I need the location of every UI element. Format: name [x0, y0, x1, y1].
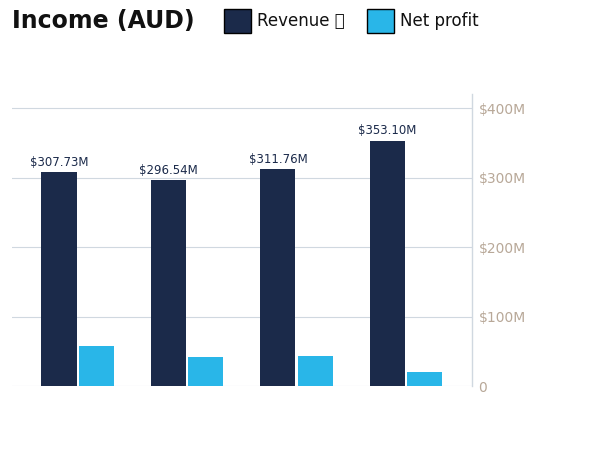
Bar	[42, 172, 76, 386]
Bar	[297, 357, 333, 386]
Text: $307.73M: $307.73M	[30, 156, 88, 169]
Text: Income (AUD): Income (AUD)	[12, 9, 195, 33]
Text: $311.76M: $311.76M	[248, 153, 307, 166]
Bar	[188, 357, 223, 386]
Bar	[79, 346, 113, 386]
Text: $353.10M: $353.10M	[358, 124, 417, 137]
Bar	[151, 180, 186, 386]
Text: Revenue ⓘ: Revenue ⓘ	[257, 12, 344, 30]
Text: Net profit: Net profit	[400, 12, 479, 30]
Bar	[407, 372, 442, 386]
Bar	[370, 141, 405, 386]
Text: $296.54M: $296.54M	[139, 163, 198, 177]
Bar	[260, 170, 296, 386]
